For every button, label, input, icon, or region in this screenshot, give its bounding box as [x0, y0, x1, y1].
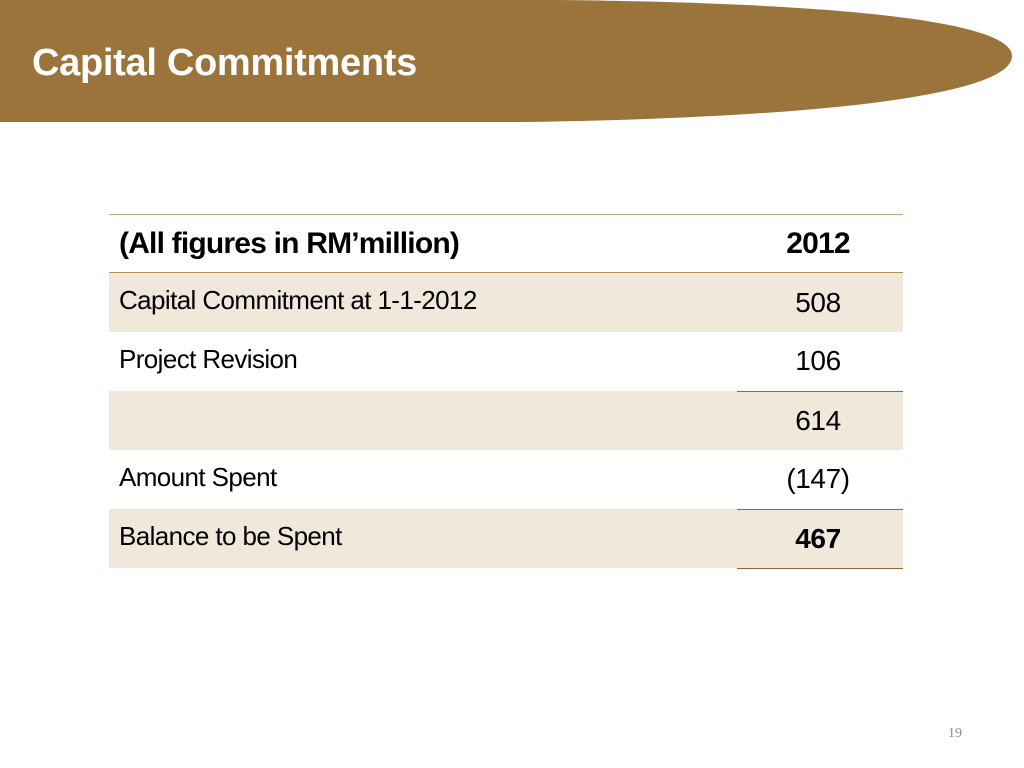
balance-value: 467	[737, 509, 903, 569]
table-row: Balance to be Spent 467	[109, 509, 903, 569]
row-value: 106	[737, 332, 903, 392]
title-banner	[0, 0, 1012, 122]
table-header-row: (All figures in RM’million) 2012	[109, 214, 903, 273]
capital-commitments-table: (All figures in RM’million) 2012 Capital…	[109, 214, 903, 569]
subtotal-value: 614	[737, 391, 903, 450]
row-label: Balance to be Spent	[109, 509, 737, 568]
header-year: 2012	[786, 226, 850, 260]
row-label: Amount Spent	[109, 450, 737, 509]
row-value: 508	[737, 272, 903, 332]
table-row: Amount Spent (147)	[109, 450, 903, 510]
header-units-label: (All figures in RM’million)	[119, 226, 460, 260]
table-row: Capital Commitment at 1-1-2012 508	[109, 272, 903, 332]
table-row: Project Revision 106	[109, 332, 903, 392]
page-number: 19	[948, 726, 962, 741]
row-value: (147)	[737, 450, 903, 510]
slide-title: Capital Commitments	[32, 42, 417, 84]
table-row: 614	[109, 391, 903, 450]
row-label	[109, 391, 737, 450]
banner-shape	[0, 0, 1012, 122]
row-label: Project Revision	[109, 332, 737, 391]
row-label: Capital Commitment at 1-1-2012	[109, 272, 737, 332]
